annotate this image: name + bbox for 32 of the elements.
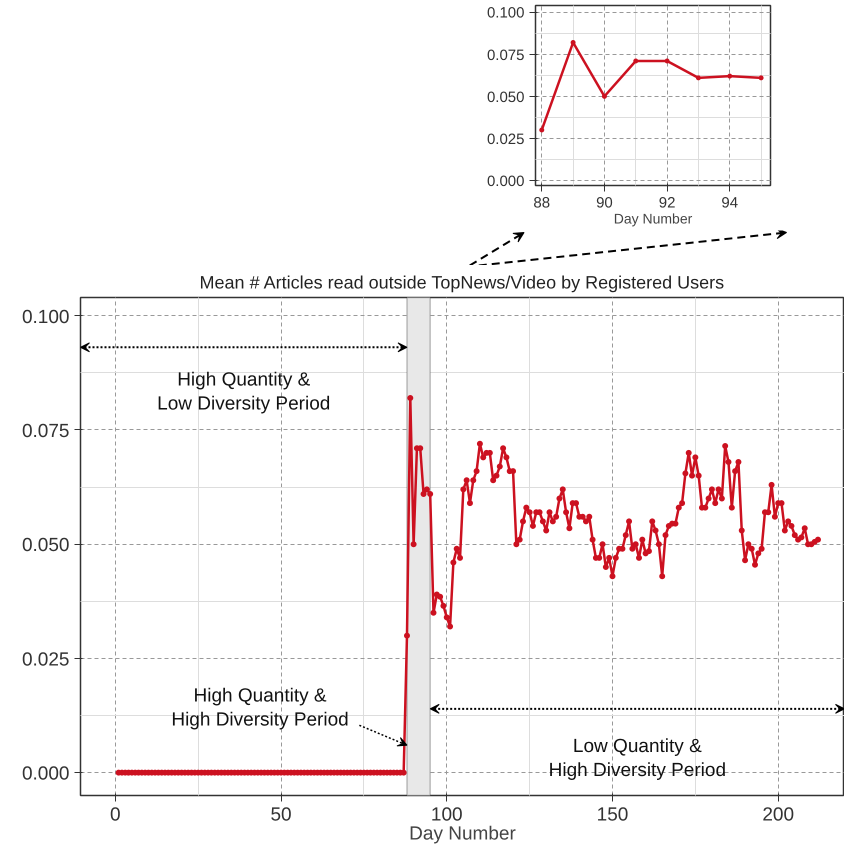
point xyxy=(602,94,607,99)
y-tick-label: 0.050 xyxy=(486,88,525,106)
x-axis-title: Day Number xyxy=(409,824,516,844)
annotation: Low Quantity & High Diversity Period xyxy=(548,736,726,782)
y-tick-label: 0.000 xyxy=(22,764,70,785)
point xyxy=(696,75,701,80)
y-tick-label: 0.075 xyxy=(486,46,525,64)
x-tick-label: 0 xyxy=(110,804,121,826)
x-tick-label: 92 xyxy=(658,194,676,212)
y-tick-label: 0.100 xyxy=(486,4,525,22)
x-tick-label: 200 xyxy=(762,804,794,826)
x-tick-label: 88 xyxy=(533,194,550,212)
point xyxy=(758,75,764,80)
y-tick-label: 0.050 xyxy=(22,535,70,556)
point xyxy=(664,58,670,64)
y-tick-label: 0.025 xyxy=(22,649,70,670)
x-tick-label: 100 xyxy=(430,804,463,826)
x-tick-label: 94 xyxy=(721,194,738,212)
chart-title: Mean # Articles read outside TopNews/Video by Registered Users xyxy=(200,272,724,292)
x-axis-title: Day Number xyxy=(614,210,693,226)
point xyxy=(727,74,732,79)
point xyxy=(633,58,638,64)
x-tick-label: 50 xyxy=(270,804,292,826)
annotation: High Quantity & Low Diversity Period xyxy=(157,370,330,415)
y-tick-label: 0.100 xyxy=(22,306,70,328)
y-tick-label: 0.075 xyxy=(22,420,70,442)
y-tick-label: 0.000 xyxy=(486,172,525,190)
x-tick-label: 90 xyxy=(596,194,613,212)
x-tick-label: 150 xyxy=(596,804,628,826)
point xyxy=(539,127,544,132)
annotation: High Quantity & High Diversity Period xyxy=(171,685,349,730)
y-tick-label: 0.025 xyxy=(486,130,525,148)
